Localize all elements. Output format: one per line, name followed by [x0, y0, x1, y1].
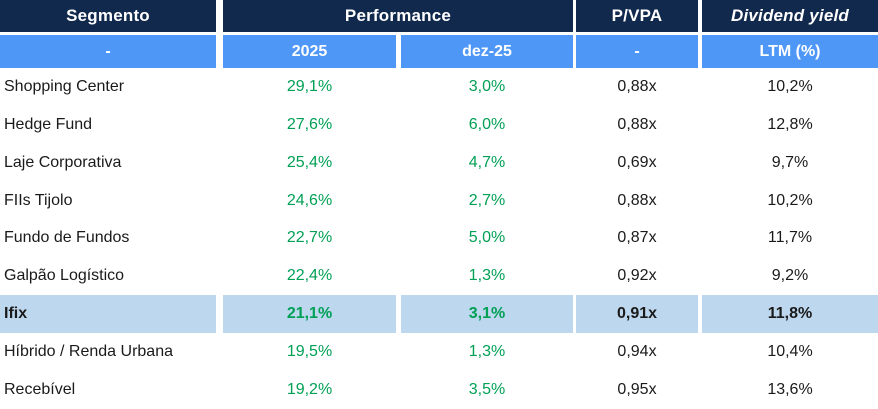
- table-row: Recebível 19,2% 3,5% 0,95x 13,6%: [0, 371, 878, 409]
- segment-cell: Galpão Logístico: [4, 267, 125, 285]
- pvpa-cell: 0,87x: [617, 229, 657, 247]
- table-row: Laje Corporativa 25,4% 4,7% 0,69x 9,7%: [0, 144, 878, 182]
- perf-dez25-cell: 1,3%: [468, 343, 506, 361]
- perf-2025-cell: 19,2%: [286, 380, 333, 398]
- pvpa-cell: 0,95x: [617, 380, 657, 398]
- dy-ltm-cell: 10,2%: [767, 191, 813, 209]
- perf-2025-cell: 19,5%: [286, 343, 333, 361]
- segment-cell: Ifix: [0, 295, 216, 334]
- perf-dez25-cell: 1,3%: [468, 267, 506, 285]
- table-row: Híbrido / Renda Urbana 19,5% 1,3% 0,94x …: [0, 333, 878, 371]
- subheader-pvpa: -: [576, 35, 698, 68]
- perf-2025-cell: 21,1%: [223, 295, 396, 334]
- segment-cell: Laje Corporativa: [4, 153, 122, 171]
- table-row-ifix: Ifix 21,1% 3,1% 0,91x 11,8%: [0, 295, 878, 334]
- pvpa-cell: 0,88x: [617, 191, 657, 209]
- perf-dez25-cell: 3,5%: [468, 380, 506, 398]
- perf-dez25-cell: 2,7%: [468, 191, 506, 209]
- dy-ltm-cell: 12,8%: [767, 115, 813, 133]
- dy-ltm-cell: 13,6%: [767, 380, 813, 398]
- segment-cell: Shopping Center: [4, 77, 125, 95]
- segment-cell: Fundo de Fundos: [4, 229, 130, 247]
- col-header-pvpa: P/VPA: [576, 0, 698, 32]
- dy-ltm-cell: 11,7%: [767, 229, 813, 247]
- perf-dez25-cell: 3,0%: [468, 77, 506, 95]
- pvpa-cell: 0,69x: [617, 153, 657, 171]
- perf-dez25-cell: 4,7%: [468, 153, 506, 171]
- subheader-ltm: LTM (%): [702, 35, 878, 68]
- perf-2025-cell: 27,6%: [286, 115, 333, 133]
- subheader-dez-25: dez-25: [401, 35, 573, 68]
- dy-ltm-cell: 10,4%: [767, 343, 813, 361]
- segment-cell: Recebível: [4, 380, 76, 398]
- pvpa-cell: 0,88x: [617, 115, 657, 133]
- pvpa-cell: 0,91x: [576, 295, 698, 334]
- perf-2025-cell: 24,6%: [286, 191, 333, 209]
- perf-dez25-cell: 6,0%: [468, 115, 506, 133]
- subheader-row: - 2025 dez-25 - LTM (%): [0, 35, 878, 68]
- perf-2025-cell: 22,7%: [286, 229, 333, 247]
- table-row: Shopping Center 29,1% 3,0% 0,88x 10,2%: [0, 68, 878, 106]
- pvpa-cell: 0,88x: [617, 77, 657, 95]
- table-row: Fundo de Fundos 22,7% 5,0% 0,87x 11,7%: [0, 220, 878, 258]
- col-header-segmento: Segmento: [0, 0, 216, 32]
- subheader-segmento: -: [0, 35, 216, 68]
- pvpa-cell: 0,92x: [617, 267, 657, 285]
- table-row: Hedge Fund 27,6% 6,0% 0,88x 12,8%: [0, 106, 878, 144]
- perf-2025-cell: 25,4%: [286, 153, 333, 171]
- dy-ltm-cell: 9,2%: [771, 267, 809, 285]
- perf-dez25-cell: 3,1%: [401, 295, 573, 334]
- dy-ltm-cell: 11,8%: [702, 295, 878, 334]
- segment-cell: Hedge Fund: [4, 115, 93, 133]
- perf-dez25-cell: 5,0%: [468, 229, 506, 247]
- segment-cell: FIIs Tijolo: [4, 191, 73, 209]
- subheader-2025: 2025: [223, 35, 396, 68]
- perf-2025-cell: 29,1%: [286, 77, 333, 95]
- col-header-performance: Performance: [223, 0, 573, 32]
- table-row: Galpão Logístico 22,4% 1,3% 0,92x 9,2%: [0, 257, 878, 295]
- dy-ltm-cell: 9,7%: [771, 153, 809, 171]
- pvpa-cell: 0,94x: [617, 343, 657, 361]
- perf-2025-cell: 22,4%: [286, 267, 333, 285]
- col-header-dividend-yield: Dividend yield: [702, 0, 878, 32]
- dy-ltm-cell: 10,2%: [767, 77, 813, 95]
- table-row: FIIs Tijolo 24,6% 2,7% 0,88x 10,2%: [0, 182, 878, 220]
- segment-cell: Híbrido / Renda Urbana: [4, 343, 173, 361]
- header-row: Segmento Performance P/VPA Dividend yiel…: [0, 0, 878, 32]
